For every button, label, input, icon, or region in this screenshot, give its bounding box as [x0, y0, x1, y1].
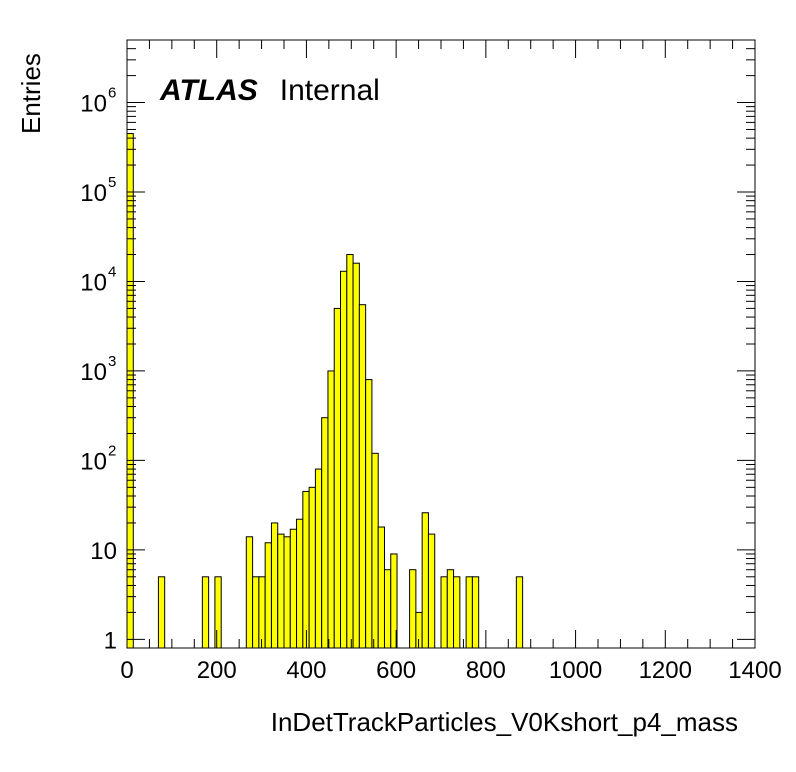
histogram-bin-30 [421, 512, 429, 649]
histogram-bin-37 [515, 576, 524, 649]
y-axis-title: Entries [16, 53, 46, 134]
y-tick-label-2: 10 2 [80, 442, 116, 475]
histogram-bin-14 [308, 486, 316, 649]
histogram-bin-1 [157, 576, 166, 649]
x-tick-label-2: 400 [286, 657, 326, 684]
histogram-bin-4 [245, 536, 254, 649]
y-tick-label-base: 10 [80, 91, 107, 118]
histogram-bin-11 [289, 528, 298, 649]
x-tick-labels: 0 200 400 600 800 1000 1200 1400 [120, 657, 781, 684]
y-tick-label-4: 10 4 [80, 263, 116, 296]
y-tick-label-base: 10 [80, 180, 107, 207]
histogram-bin-10 [283, 536, 291, 649]
histogram-bin-2 [201, 576, 210, 649]
y-tick-label-exponent: 4 [108, 263, 116, 280]
histogram-bin-13 [302, 490, 310, 649]
histogram-bin-35 [465, 576, 473, 649]
histogram-bin-16 [321, 417, 329, 649]
y-tick-label-6: 10 6 [80, 85, 116, 118]
histogram-bin-5 [252, 576, 260, 649]
x-tick-label-4: 800 [466, 657, 506, 684]
histogram-bin-12 [296, 518, 304, 649]
atlas-label-bold: ATLAS [159, 74, 258, 107]
y-tick-label-base: 10 [80, 269, 107, 296]
histogram-bin-6 [258, 576, 266, 649]
y-tick-label-exponent: 3 [108, 353, 116, 370]
y-tick-label-exponent: 2 [108, 442, 116, 459]
axis-ticks [126, 39, 756, 648]
y-tick-label-5: 10 5 [80, 174, 116, 207]
histogram-bin-24 [371, 452, 379, 649]
y-tick-label-1: 10 [90, 538, 117, 565]
histogram-bin-18 [333, 307, 342, 649]
y-tick-label-exponent: 5 [108, 174, 116, 191]
histogram-bin-25 [377, 526, 385, 649]
histogram-bin-26 [383, 569, 392, 649]
histogram-bin-20 [346, 254, 354, 649]
x-tick-label-7: 1400 [728, 657, 781, 684]
histogram-bin-3 [214, 576, 222, 649]
histogram-bin-9 [277, 533, 285, 649]
histogram-bin-8 [270, 522, 279, 649]
histogram-bin-19 [340, 270, 348, 649]
y-tick-label-value: 10 [90, 538, 117, 565]
x-tick-label-0: 0 [120, 657, 133, 684]
histogram-bin-33 [446, 569, 455, 649]
x-tick-label-1: 200 [197, 657, 237, 684]
histogram-bin-23 [365, 379, 373, 649]
histogram-bin-21 [352, 262, 360, 649]
y-tick-label-exponent: 6 [108, 85, 116, 102]
y-tick-label-base: 10 [80, 448, 107, 475]
histogram-bin-17 [327, 370, 335, 649]
y-tick-label-3: 10 3 [80, 353, 116, 386]
histogram-bin-7 [264, 542, 272, 649]
y-tick-label-0: 1 [104, 627, 117, 654]
histogram-bin-28 [409, 569, 417, 649]
y-tick-label-base: 10 [80, 359, 107, 386]
histogram-bin-32 [440, 576, 448, 649]
histogram-bin-15 [314, 468, 323, 649]
x-tick-label-3: 600 [376, 657, 416, 684]
x-tick-label-5: 1000 [549, 657, 602, 684]
histogram-bin-31 [427, 533, 436, 649]
x-tick-label-6: 1200 [639, 657, 692, 684]
histogram-bin-36 [471, 576, 480, 649]
atlas-label-internal: Internal [280, 74, 380, 107]
histogram-bin-34 [453, 576, 461, 649]
histogram-bin-22 [358, 304, 367, 649]
atlas-label: ATLAS Internal [159, 74, 380, 107]
y-tick-label-value: 1 [104, 627, 117, 654]
x-axis-title: InDetTrackParticles_V0Kshort_p4_mass [271, 707, 738, 737]
